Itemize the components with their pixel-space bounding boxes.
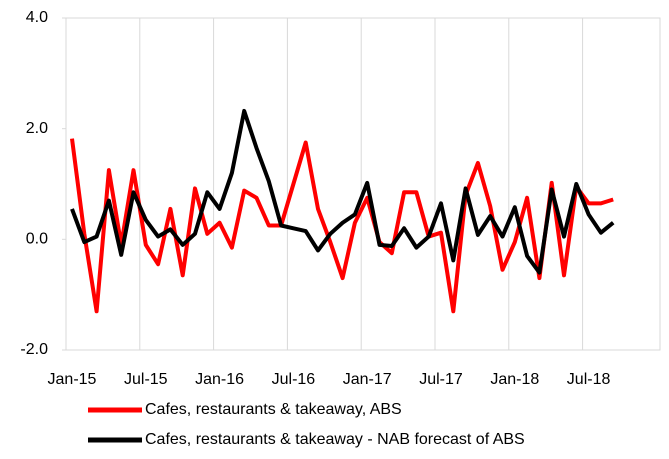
line-series [70,108,615,275]
x-tick-label: Jan-15 [48,371,97,388]
y-tick-label: 2.0 [26,120,48,137]
legend-label: Cafes, restaurants & takeaway - NAB fore… [145,431,525,448]
x-tick-label: Jul-15 [124,371,168,388]
plot-frame [65,17,661,351]
x-tick-label: Jan-17 [343,371,392,388]
y-tick-label: 0.0 [26,231,48,248]
legend-label: Cafes, restaurants & takeaway, ABS [145,401,402,418]
line-series [70,138,614,314]
y-tick-label: -2.0 [20,341,48,358]
x-tick-label: Jul-18 [567,371,611,388]
x-tick-label: Jul-16 [272,371,316,388]
x-tick-label: Jan-18 [490,371,539,388]
x-tick-label: Jul-17 [419,371,463,388]
y-tick-label: 4.0 [26,9,48,26]
x-tick-label: Jan-16 [195,371,244,388]
